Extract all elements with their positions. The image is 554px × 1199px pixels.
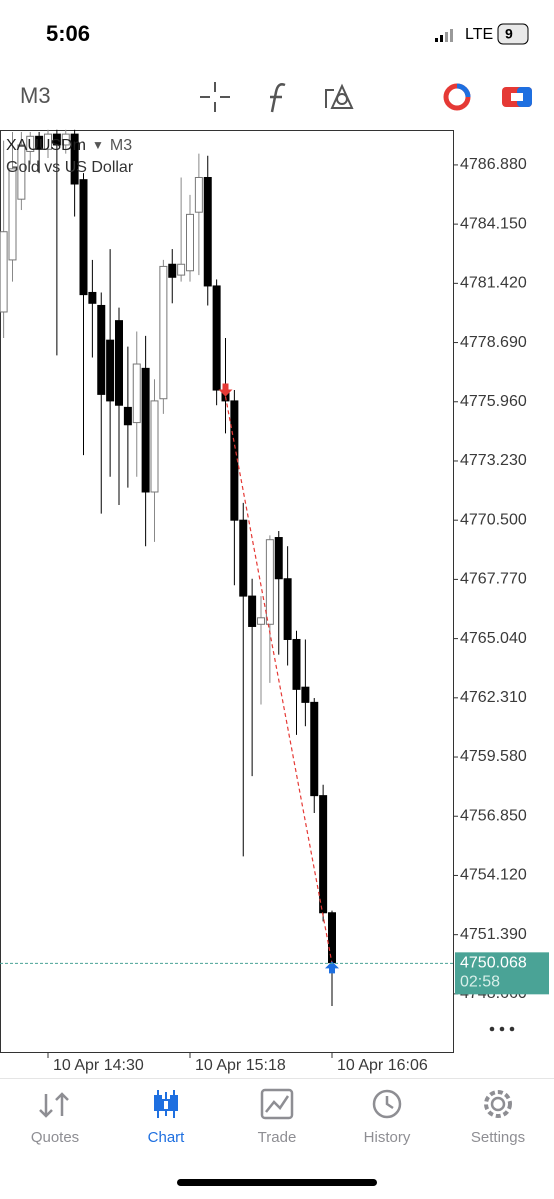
candle-body [168,263,177,278]
candle-body [319,795,328,914]
candle-body [123,406,132,426]
y-tick-label: 4773.230 [460,452,527,469]
candle-body [328,912,336,964]
candle-body [106,339,115,402]
candle-body [44,133,52,150]
trade-icon[interactable] [502,87,532,107]
status-time: 5:06 [46,21,90,46]
timeframe-button[interactable]: M3 [20,83,51,108]
candle-body [70,133,79,185]
candle-body [239,519,248,597]
buy-arrow [325,961,339,974]
sell-arrow [218,383,233,397]
x-tick-label: 10 Apr 15:18 [195,1057,286,1074]
network: LTE [465,26,493,43]
x-tick-label: 10 Apr 16:06 [337,1057,428,1074]
y-tick-label: 4778.690 [460,334,527,351]
candle-body [35,135,44,150]
candle-body [17,144,26,200]
nav-item[interactable]: Trade [258,1129,297,1146]
last-price-box [455,952,549,995]
nav-item[interactable]: Settings [471,1129,525,1146]
y-tick-label: 4770.500 [460,511,527,528]
candle-body [141,367,150,493]
y-tick-label: 4765.040 [460,630,527,647]
candle-body [52,133,61,146]
indicator-icon[interactable] [270,83,286,113]
y-tick-label: 4775.960 [460,393,527,410]
y-tick-label: 4754.120 [460,867,527,884]
candle-body [292,638,301,690]
crosshair-icon[interactable] [200,82,230,112]
plot-frame [0,130,454,1053]
candle-body [79,179,88,296]
plot [0,129,453,1007]
candle-body [8,168,17,261]
y-tick-label: 4759.580 [460,748,527,765]
trade-line [224,396,333,964]
candle-body [248,595,257,627]
battery-level: 9 [505,26,513,42]
candle-body [26,135,35,152]
symbol-title[interactable]: XAUUSDm ▼ M3 [6,137,132,154]
last-price-label: 4750.068 [460,955,527,972]
candle-body [265,539,274,625]
candle-body [230,400,239,521]
signal [435,29,453,42]
candle-body [115,320,123,406]
nav-item[interactable]: History [364,1129,411,1146]
nav-item[interactable]: Quotes [31,1129,79,1146]
candle-body [310,701,319,797]
y-tick-label: 4767.770 [460,571,527,588]
candle-body [274,537,283,580]
y-tick-label: 4756.850 [460,807,527,824]
candle-body [177,263,186,276]
home-indicator [177,1179,377,1186]
candle-body [88,291,97,304]
axes: 4786.880 4784.150 4781.420 4778.690 4775.960… [47,156,549,1074]
candle-body [212,285,221,391]
y-tick-label: 4762.310 [460,689,527,706]
countdown: 02:58 [460,974,500,991]
candle-body [203,176,212,287]
candle-body [257,617,265,625]
y-tick-label: 4784.150 [460,215,527,232]
nav-icons [39,1088,512,1120]
symbol-description: Gold vs US Dollar [6,159,134,176]
x-tick-label: 10 Apr 14:30 [53,1057,144,1074]
y-tick-label: 4751.390 [460,926,527,943]
battery [497,23,529,45]
bottom-nav: Quotes Chart Trade History Settings [31,1129,525,1146]
objects-icon[interactable] [325,83,354,109]
candle-body [150,400,159,493]
y-tick-label: 4781.420 [460,275,527,292]
nav-item[interactable]: Chart [148,1129,186,1146]
y-tick-label: 4786.880 [460,156,527,173]
candle-body [0,231,8,313]
account-icon[interactable] [443,83,471,111]
candle-body [132,363,141,424]
candle-body [159,265,168,400]
symbol-timeframe: M3 [110,137,132,154]
candle-body [97,304,106,395]
chart-nav-icon [154,1090,178,1118]
candle-body [186,213,194,272]
symbol: XAUUSDm [6,137,86,154]
candle-body [194,176,203,213]
candle-body [61,133,70,146]
candle-body [283,578,292,640]
more-button[interactable] [489,1026,515,1032]
candle-body [301,686,310,703]
